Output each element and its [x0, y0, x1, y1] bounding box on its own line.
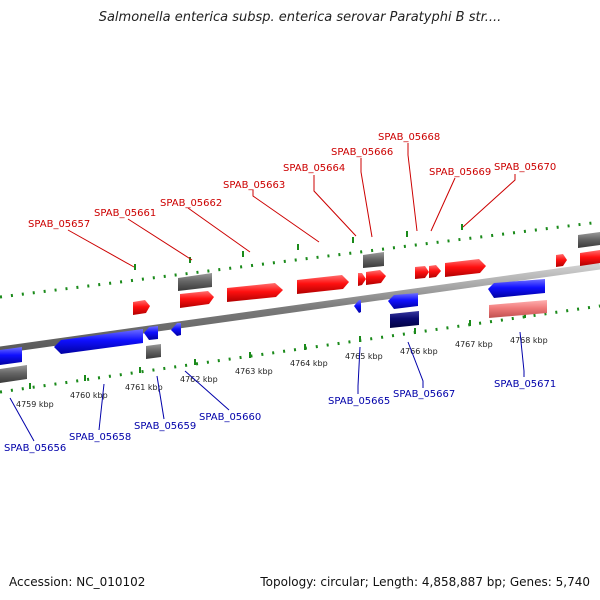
callout-line: [9, 397, 35, 442]
gene-label-spab-05669[interactable]: SPAB_05669: [429, 167, 491, 178]
gene-dark-reverse[interactable]: [390, 311, 419, 328]
callout-line: [407, 143, 418, 232]
scale-label: 4764 kbp: [290, 359, 328, 368]
callout-line: [98, 383, 105, 431]
gene-forward[interactable]: [556, 254, 567, 267]
scale-label: 4759 kbp: [16, 400, 54, 409]
gene-label-spab-05671[interactable]: SPAB_05671: [494, 379, 556, 390]
accession-info: Accession: NC_010102: [9, 575, 146, 589]
callout-line: [313, 175, 357, 237]
callout-line: [407, 341, 424, 388]
gene-label-spab-05667[interactable]: SPAB_05667: [393, 389, 455, 400]
gene-reverse[interactable]: [354, 300, 361, 313]
gene-reverse[interactable]: [171, 323, 181, 336]
forward-callout-lines: [67, 143, 516, 268]
gene-label-spab-05664[interactable]: SPAB_05664: [283, 163, 345, 174]
gene-forward[interactable]: [358, 273, 366, 286]
gene-reverse[interactable]: [54, 329, 143, 354]
gene-forward[interactable]: [429, 265, 441, 278]
scale-label: 4768 kbp: [510, 336, 548, 345]
gene-forward[interactable]: [445, 259, 486, 277]
gene-forward[interactable]: [133, 300, 150, 315]
scale-label: 4760 kbp: [70, 391, 108, 400]
forward-gene-labels: SPAB_05657 SPAB_05661 SPAB_05662 SPAB_05…: [28, 132, 556, 230]
gene-label-spab-05656[interactable]: SPAB_05656: [4, 443, 66, 454]
scale-label: 4765 kbp: [345, 352, 383, 361]
reverse-strand-genes: [0, 279, 545, 365]
gene-forward[interactable]: [415, 266, 429, 279]
callout-line: [462, 174, 516, 228]
gene-label-spab-05665[interactable]: SPAB_05665: [328, 396, 390, 407]
gene-forward[interactable]: [366, 270, 386, 285]
callout-line: [156, 375, 165, 420]
gene-rna[interactable]: [578, 232, 600, 248]
scale-label: 4763 kbp: [235, 367, 273, 376]
gene-forward[interactable]: [297, 275, 349, 294]
gene-forward[interactable]: [180, 291, 214, 308]
gene-rna[interactable]: [363, 252, 384, 268]
genome-summary: Topology: circular; Length: 4,858,887 bp…: [260, 575, 590, 589]
scale-labels: 4759 kbp 4760 kbp 4761 kbp 4762 kbp 4763…: [16, 336, 548, 409]
forward-tick-track: [0, 220, 600, 299]
gene-rna[interactable]: [178, 273, 212, 291]
gene-label-spab-05663[interactable]: SPAB_05663: [223, 180, 285, 191]
scale-label: 4766 kbp: [400, 347, 438, 356]
callout-line: [67, 229, 135, 268]
gene-label-spab-05662[interactable]: SPAB_05662: [160, 198, 222, 209]
callout-line: [187, 207, 251, 253]
rna-genes-forward: [178, 232, 600, 291]
gene-rna[interactable]: [0, 365, 27, 383]
callout-line: [519, 331, 525, 377]
scale-label: 4767 kbp: [455, 340, 493, 349]
gene-label-spab-05661[interactable]: SPAB_05661: [94, 208, 156, 219]
gene-rna[interactable]: [146, 344, 161, 359]
major-ticks: [29, 224, 526, 389]
gene-forward[interactable]: [227, 283, 283, 302]
genome-title: Salmonella enterica subsp. enterica sero…: [98, 10, 502, 25]
gene-label-spab-05660[interactable]: SPAB_05660: [199, 412, 261, 423]
gene-reverse[interactable]: [388, 293, 418, 309]
gene-reverse[interactable]: [144, 326, 158, 340]
gene-label-spab-05666[interactable]: SPAB_05666: [331, 147, 393, 158]
gene-reverse[interactable]: [488, 279, 545, 298]
gene-label-spab-05657[interactable]: SPAB_05657: [28, 219, 90, 230]
callout-line: [430, 177, 456, 232]
forward-strand-genes: [133, 250, 600, 315]
gene-reverse[interactable]: [0, 347, 22, 365]
gene-forward[interactable]: [580, 250, 600, 266]
gene-pseudo[interactable]: [489, 300, 547, 318]
gene-label-spab-05658[interactable]: SPAB_05658: [69, 432, 131, 443]
gene-label-spab-05659[interactable]: SPAB_05659: [134, 421, 196, 432]
reverse-gene-labels: SPAB_05656 SPAB_05658 SPAB_05659 SPAB_05…: [4, 379, 556, 454]
scale-label: 4762 kbp: [180, 375, 218, 384]
scale-label: 4761 kbp: [125, 383, 163, 392]
rna-genes-reverse: [0, 300, 547, 383]
gene-label-spab-05670[interactable]: SPAB_05670: [494, 162, 556, 173]
callout-line: [252, 190, 320, 243]
callout-line: [360, 158, 373, 238]
reverse-callout-lines: [9, 331, 525, 442]
callout-line: [127, 218, 193, 261]
gene-label-spab-05668[interactable]: SPAB_05668: [378, 132, 440, 143]
callout-line: [357, 346, 361, 394]
callout-line: [184, 370, 230, 411]
